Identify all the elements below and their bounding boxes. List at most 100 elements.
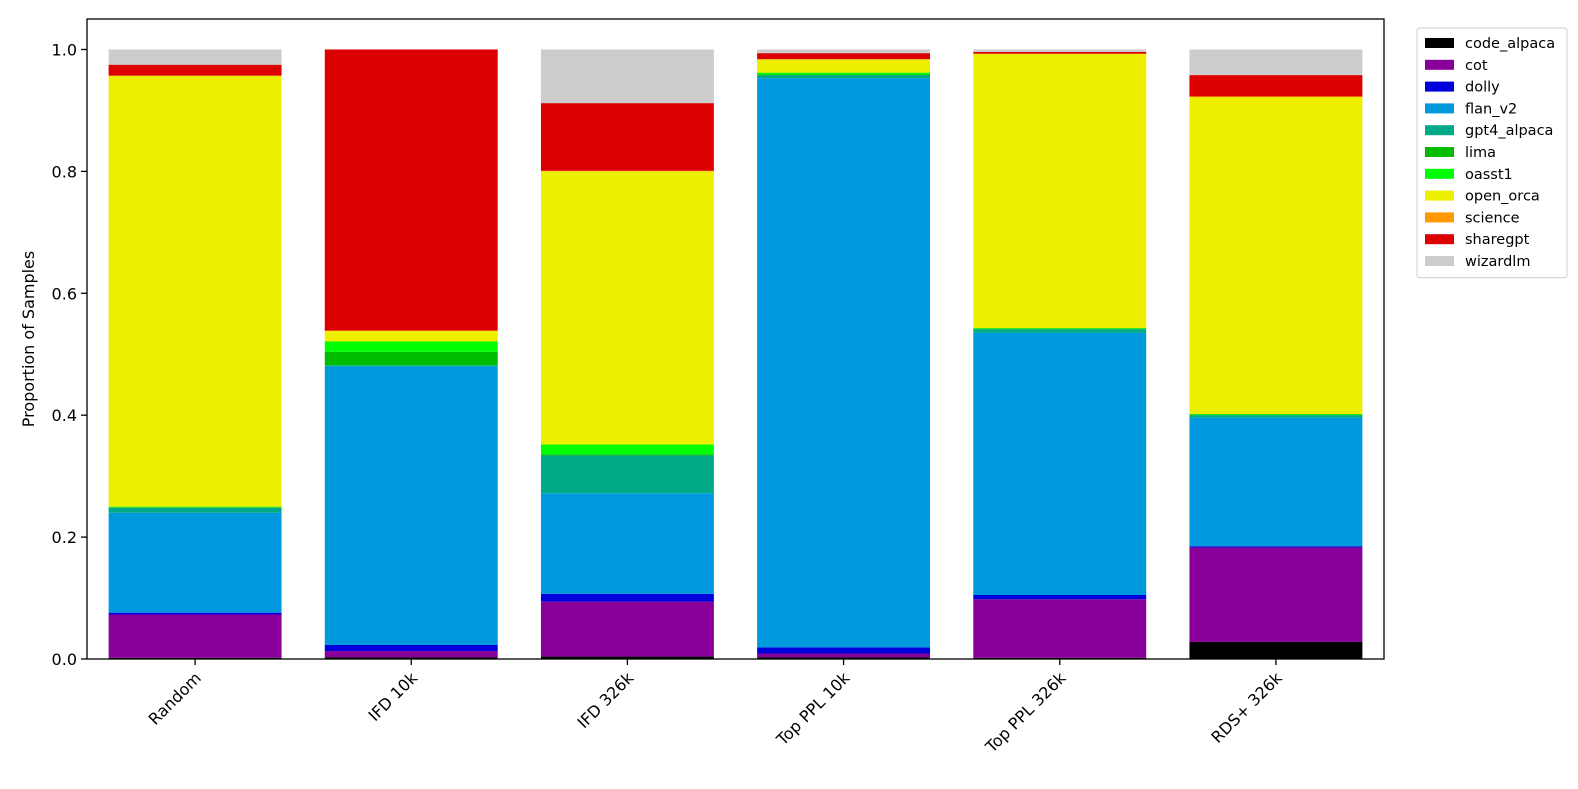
bar-segment-oasst1: [757, 72, 931, 75]
bar-segment-flan_v2: [324, 366, 498, 645]
bar-segment-open_orca: [108, 75, 282, 507]
bar-segment-gpt4_alpaca: [540, 455, 714, 494]
bar-segment-lima: [757, 74, 931, 76]
bar-segment-gpt4_alpaca: [757, 75, 931, 79]
bar-segment-sharegpt: [973, 51, 1147, 54]
bar-segment-wizardlm: [757, 49, 931, 54]
bar-segment-science: [324, 330, 498, 332]
legend-swatch-flan_v2: [1425, 103, 1454, 114]
bar-segment-code_alpaca: [757, 657, 931, 659]
bars-layer: [108, 49, 1363, 659]
bar-segment-oasst1: [1189, 413, 1363, 415]
bar-segment-oasst1: [973, 328, 1147, 329]
legend-label: flan_v2: [1465, 101, 1517, 117]
bar-segment-code_alpaca: [540, 656, 714, 659]
bar-segment-wizardlm: [108, 49, 282, 65]
legend-swatch-oasst1: [1425, 168, 1454, 179]
y-axis: 0.0 0.2 0.4 0.6 0.8 1.0: [52, 40, 87, 669]
legend-frame: [1416, 27, 1568, 279]
bar-segment-cot: [324, 651, 498, 658]
bar-segment-open_orca: [324, 331, 498, 342]
legend-label: lima: [1465, 145, 1496, 161]
bar-segment-open_orca: [757, 59, 931, 73]
bar-segment-dolly: [973, 595, 1147, 600]
legend-label: code_alpaca: [1465, 36, 1555, 52]
bar-segment-gpt4_alpaca: [973, 329, 1147, 333]
bar-segment-lima: [324, 351, 498, 366]
bar-segment-code_alpaca: [324, 657, 498, 659]
y-axis-title: Proportion of Samples: [19, 251, 38, 427]
y-tick-label: 0.6: [52, 284, 77, 303]
legend-swatch-lima: [1425, 147, 1454, 157]
bar-segment-oasst1: [324, 341, 498, 352]
bar-segment-open_orca: [973, 53, 1147, 329]
bar-segment-open_orca: [540, 171, 714, 445]
legend-label: cot: [1465, 58, 1488, 74]
bar-segment-lima: [108, 507, 282, 508]
bar-segment-oasst1: [540, 444, 714, 455]
bar-stack: [540, 49, 714, 659]
bar-segment-dolly: [1189, 546, 1363, 548]
x-axis: Random IFD 10k IFD 326k Top PPL 10k Top PPL …: [145, 659, 1286, 757]
legend-swatch-gpt4_alpaca: [1425, 125, 1454, 136]
bar-segment-lima: [540, 454, 714, 456]
bar-segment-cot: [1189, 547, 1363, 642]
bar-segment-sharegpt: [540, 103, 714, 171]
bar-segment-wizardlm: [540, 49, 714, 104]
y-tick-label: 0.2: [52, 528, 77, 547]
bar-segment-lima: [973, 328, 1147, 330]
bar-stack: [973, 49, 1147, 659]
bar-segment-dolly: [108, 612, 282, 615]
legend-label: sharegpt: [1465, 232, 1530, 248]
y-tick-label: 0.0: [52, 650, 77, 669]
bar-segment-cot: [973, 599, 1147, 658]
y-tick-label: 0.8: [52, 162, 77, 181]
bar-stack: [757, 49, 931, 659]
bar-segment-open_orca: [1189, 97, 1363, 414]
bar-segment-sharegpt: [1189, 75, 1363, 97]
bar-segment-cot: [757, 653, 931, 658]
bar-segment-oasst1: [108, 506, 282, 508]
bar-segment-cot: [540, 601, 714, 657]
bar-segment-science: [540, 170, 714, 172]
bar-segment-dolly: [540, 593, 714, 602]
legend-swatch-science: [1425, 212, 1454, 223]
x-tick-label: IFD 10k: [365, 668, 422, 725]
legend-label: open_orca: [1465, 189, 1540, 205]
bar-stack: [108, 49, 282, 659]
bar-segment-dolly: [324, 644, 498, 652]
legend-label: oasst1: [1465, 167, 1513, 183]
legend-label: wizardlm: [1465, 254, 1530, 270]
bar-segment-sharegpt: [108, 64, 282, 76]
bar-segment-gpt4_alpaca: [108, 507, 282, 513]
y-tick-label: 0.4: [52, 406, 77, 425]
legend-label: dolly: [1465, 80, 1500, 96]
bar-segment-sharegpt: [757, 53, 931, 60]
legend-label: science: [1465, 210, 1520, 226]
bar-segment-sharegpt: [324, 49, 498, 331]
legend-swatch-dolly: [1425, 81, 1454, 92]
legend-swatch-cot: [1425, 59, 1454, 70]
bar-segment-wizardlm: [973, 49, 1147, 52]
legend-swatch-wizardlm: [1425, 256, 1454, 266]
bar-segment-flan_v2: [757, 78, 931, 648]
x-tick-label: RDS+ 326k: [1207, 668, 1286, 747]
bar-segment-gpt4_alpaca: [1189, 415, 1363, 418]
bar-segment-gpt4_alpaca: [324, 365, 498, 367]
plot-area-frame: [86, 18, 1385, 660]
bar-segment-cot: [108, 614, 282, 658]
bar-stack: [324, 49, 498, 659]
bar-segment-lima: [1189, 414, 1363, 416]
bar-segment-flan_v2: [1189, 417, 1363, 547]
y-tick-label: 1.0: [52, 40, 77, 59]
legend-swatch-code_alpaca: [1425, 38, 1454, 48]
bar-segment-code_alpaca: [1189, 641, 1363, 659]
bar-segment-flan_v2: [108, 512, 282, 613]
bar-segment-flan_v2: [540, 493, 714, 594]
x-tick-label: Top PPL 10k: [772, 668, 854, 750]
bar-segment-flan_v2: [973, 332, 1147, 595]
bar-segment-wizardlm: [1189, 49, 1363, 76]
bar-stack: [1189, 49, 1363, 659]
